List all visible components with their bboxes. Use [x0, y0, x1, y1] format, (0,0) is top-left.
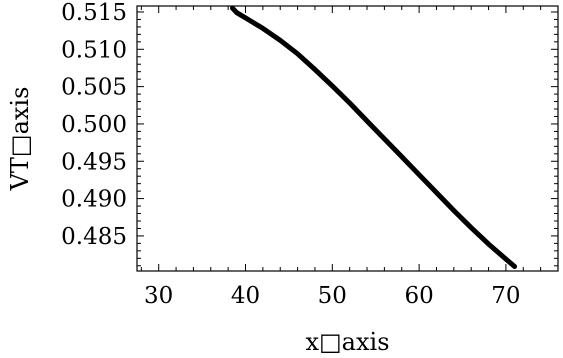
x-tick-label: 60	[404, 283, 433, 309]
tick-labels: 30 40 50 60 70 0.485 0.490 0.495 0.500 0.505 0.510…	[61, 0, 520, 309]
x-tick-label: 30	[144, 283, 173, 309]
series-group	[230, 5, 518, 269]
axis-ticks	[137, 6, 559, 271]
y-tick-label: 0.515	[61, 0, 127, 26]
x-tick-label: 50	[318, 283, 347, 309]
y-axis-label: VT□axis	[6, 87, 34, 192]
x-tick-label: 70	[491, 283, 520, 309]
x-axis-label: x□axis	[305, 328, 389, 356]
y-tick-label: 0.490	[61, 187, 127, 213]
y-tick-label: 0.485	[61, 224, 127, 250]
y-tick-label: 0.500	[61, 112, 127, 138]
y-tick-label: 0.510	[61, 37, 127, 63]
x-tick-label: 40	[231, 283, 260, 309]
y-tick-label: 0.505	[61, 75, 127, 101]
series-line-0	[230, 5, 518, 269]
plot-frame	[136, 5, 559, 272]
y-tick-label: 0.495	[61, 149, 127, 175]
